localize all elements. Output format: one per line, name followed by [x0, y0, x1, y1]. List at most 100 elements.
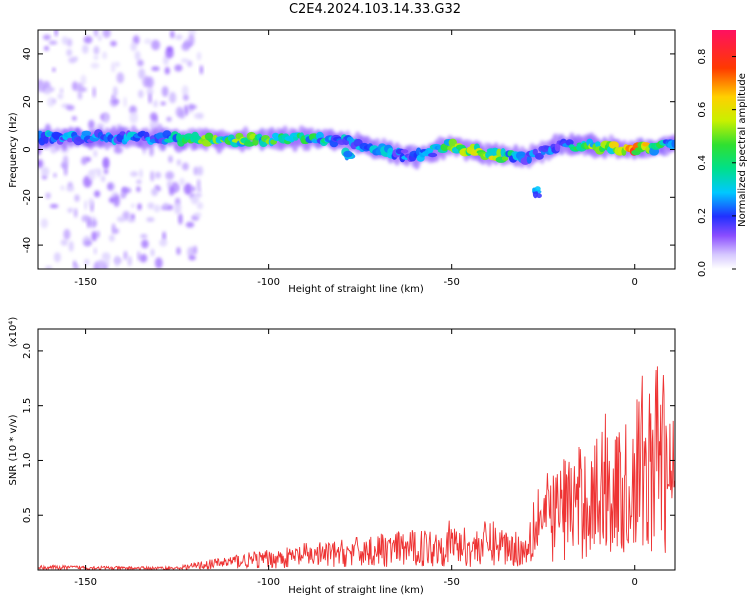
heatmap-x-tick-label: -100	[257, 277, 280, 288]
snr-x-tick-label: -150	[74, 577, 97, 588]
ridge-spot	[119, 131, 126, 136]
noise-speckle	[140, 234, 148, 239]
noise-speckle	[175, 34, 183, 40]
noise-speckle	[184, 38, 189, 48]
noise-speckle	[154, 257, 163, 269]
noise-speckle	[52, 98, 56, 104]
noise-speckle	[52, 67, 56, 72]
noise-speckle	[91, 231, 97, 242]
noise-speckle	[187, 246, 195, 258]
ridge-spot	[400, 149, 409, 154]
noise-speckle	[49, 204, 59, 209]
noise-speckle	[115, 255, 119, 268]
noise-speckle	[87, 170, 97, 181]
noise-speckle	[176, 247, 181, 255]
heatmap-y-tick-label: 20	[22, 95, 33, 108]
noise-speckle	[141, 239, 149, 249]
colorbar-tick-label: 0.6	[697, 102, 708, 118]
noise-speckle	[162, 231, 166, 241]
noise-speckle	[139, 253, 148, 263]
noise-speckle	[66, 38, 73, 47]
noise-speckle	[61, 36, 69, 45]
noise-speckle	[196, 51, 202, 61]
snr-x-tick-label: 0	[632, 577, 638, 588]
noise-speckle	[165, 171, 175, 180]
chart-title: C2E4.2024.103.14.33.G32	[288, 2, 462, 17]
snr-y-tick-label: 1.5	[22, 398, 33, 414]
noise-speckle	[116, 216, 126, 223]
noise-speckle	[66, 104, 75, 111]
noise-speckle	[107, 182, 114, 191]
colorbar-tick-label: 0.4	[697, 155, 708, 171]
feature-spot	[534, 186, 541, 192]
noise-speckle	[45, 265, 53, 269]
noise-speckle	[178, 213, 183, 225]
noise-speckle	[80, 74, 87, 86]
ridge-spot	[81, 130, 92, 137]
noise-speckle	[150, 170, 155, 182]
noise-speckle	[166, 116, 172, 122]
noise-speckle	[150, 248, 155, 257]
ridge-spot	[595, 141, 601, 148]
noise-speckle	[137, 203, 142, 211]
noise-speckle	[48, 40, 58, 45]
snr-y-multiplier: (x10⁴)	[8, 317, 19, 348]
noise-speckle	[127, 255, 132, 267]
noise-speckle	[76, 82, 84, 93]
colorbar-label: Normalized spectral amplitude	[737, 73, 748, 227]
noise-speckle	[102, 51, 108, 60]
noise-speckle	[42, 87, 52, 95]
snr-x-tick-label: -100	[257, 577, 280, 588]
noise-speckle	[168, 186, 175, 196]
noise-speckle	[138, 89, 144, 99]
snr-y-axis-label: SNR (10 * v/v)	[8, 414, 19, 485]
noise-speckle	[66, 186, 75, 192]
noise-speckle	[179, 177, 186, 186]
noise-speckle	[54, 30, 58, 37]
noise-speckle	[68, 240, 74, 252]
heatmap-y-tick-label: 0	[22, 146, 33, 152]
noise-speckle	[149, 112, 158, 121]
colorbar-gradient	[712, 30, 736, 269]
noise-speckle	[151, 66, 160, 71]
noise-speckle	[60, 185, 65, 191]
noise-speckle	[153, 204, 161, 213]
noise-speckle	[123, 250, 128, 261]
noise-speckle	[38, 159, 41, 168]
snr-series-line	[38, 366, 675, 570]
noise-speckle	[38, 82, 45, 93]
noise-speckle	[175, 106, 184, 118]
noise-speckle	[185, 221, 195, 228]
noise-speckle	[90, 62, 100, 69]
heatmap-panel: -150 -100 -50 0 -40 -20 0 20 40 Height of strai…	[8, 29, 676, 295]
noise-speckle	[183, 94, 189, 101]
noise-speckle	[98, 34, 102, 42]
noise-speckle	[43, 46, 50, 51]
noise-speckle	[73, 56, 78, 62]
noise-speckle	[113, 86, 118, 98]
noise-speckle	[111, 99, 120, 105]
noise-speckle	[83, 240, 92, 246]
noise-speckle	[96, 230, 100, 238]
snr-panel: -150 -100 -50 0 0.5 1.0 1.5 2.0 Height of stra…	[8, 317, 676, 596]
noise-speckle	[103, 112, 110, 124]
ridge-spot	[428, 152, 438, 158]
noise-speckle	[149, 119, 159, 129]
colorbar-tick-label: 0.2	[697, 208, 708, 224]
noise-speckle	[181, 58, 189, 63]
noise-speckle	[181, 85, 189, 97]
noise-speckle	[104, 254, 110, 267]
noise-speckle	[188, 255, 196, 261]
noise-speckle	[67, 207, 74, 213]
snr-x-tick-label: -50	[444, 577, 460, 588]
ridge-spot	[671, 139, 675, 148]
noise-speckle	[94, 190, 101, 198]
noise-speckle	[74, 208, 78, 218]
noise-speckle	[146, 217, 155, 223]
noise-speckle	[47, 97, 55, 107]
noise-speckle	[116, 72, 125, 84]
ridge-spot	[532, 148, 538, 156]
noise-speckle	[174, 64, 183, 72]
noise-speckle	[168, 155, 173, 163]
noise-speckle	[40, 218, 49, 229]
